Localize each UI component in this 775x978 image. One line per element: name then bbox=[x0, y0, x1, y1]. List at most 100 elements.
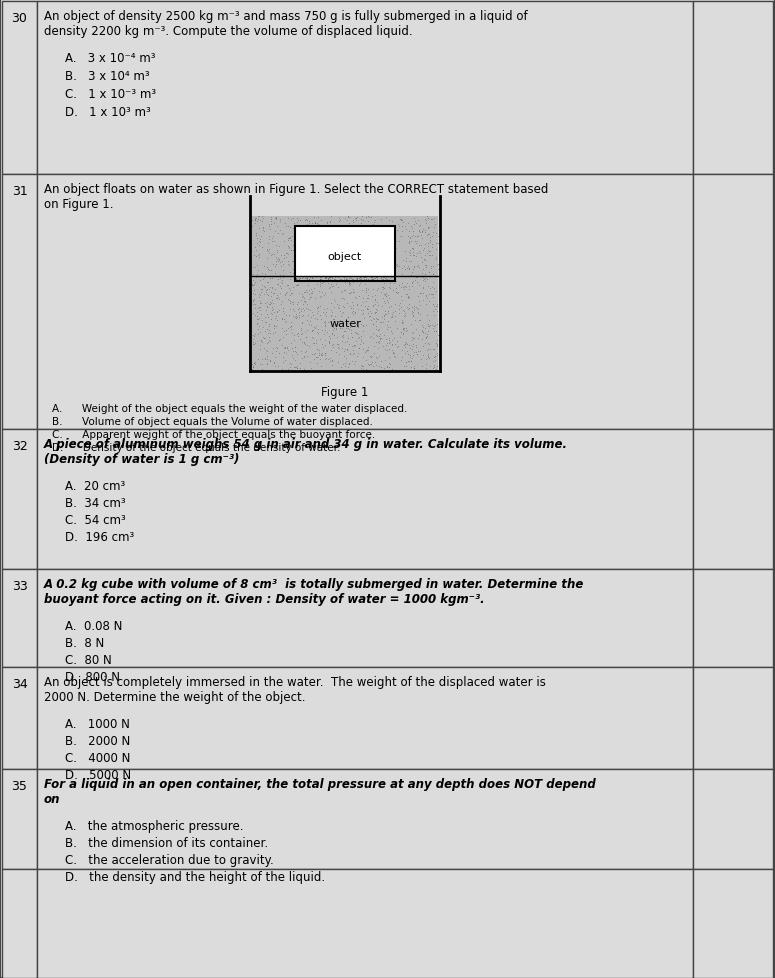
Point bbox=[306, 267, 319, 283]
Point bbox=[265, 247, 277, 263]
Point bbox=[250, 211, 262, 227]
Point bbox=[410, 322, 422, 337]
Point bbox=[281, 233, 294, 248]
Point bbox=[418, 252, 430, 268]
Point bbox=[358, 270, 370, 286]
Point bbox=[371, 323, 384, 338]
Point bbox=[379, 332, 391, 347]
Point bbox=[292, 232, 305, 247]
Point bbox=[291, 255, 304, 271]
Point bbox=[407, 245, 419, 261]
Point bbox=[409, 339, 422, 355]
Point bbox=[343, 336, 356, 352]
Point bbox=[405, 326, 418, 341]
Point bbox=[368, 259, 381, 275]
Point bbox=[359, 270, 371, 286]
Point bbox=[416, 266, 429, 282]
Point bbox=[361, 209, 374, 225]
Point bbox=[268, 326, 281, 341]
Point bbox=[344, 245, 357, 261]
Point bbox=[376, 310, 388, 326]
Point bbox=[388, 255, 401, 271]
Point bbox=[320, 308, 332, 324]
Point bbox=[397, 315, 409, 331]
Point bbox=[408, 242, 420, 257]
Point bbox=[267, 230, 280, 245]
Point bbox=[423, 341, 436, 357]
Point bbox=[342, 310, 354, 326]
Point bbox=[358, 272, 370, 288]
Point bbox=[294, 343, 307, 359]
Point bbox=[417, 243, 429, 258]
Point bbox=[308, 345, 321, 361]
Point bbox=[301, 239, 313, 254]
Point bbox=[331, 297, 343, 313]
Point bbox=[420, 296, 432, 312]
Point bbox=[251, 247, 264, 263]
Point bbox=[268, 216, 281, 232]
Point bbox=[380, 234, 392, 249]
Point bbox=[291, 361, 304, 377]
Point bbox=[288, 237, 301, 252]
Point bbox=[343, 209, 355, 225]
Point bbox=[381, 222, 394, 238]
Point bbox=[351, 328, 363, 343]
Point bbox=[270, 219, 283, 235]
Point bbox=[369, 271, 381, 287]
Point bbox=[377, 312, 390, 328]
Point bbox=[362, 299, 374, 315]
Point bbox=[374, 226, 387, 242]
Point bbox=[362, 288, 374, 303]
Point bbox=[342, 331, 354, 346]
Point bbox=[291, 260, 303, 276]
Point bbox=[287, 294, 299, 310]
Point bbox=[265, 271, 277, 287]
Point bbox=[299, 325, 312, 340]
Point bbox=[363, 309, 375, 325]
Point bbox=[246, 213, 258, 229]
Point bbox=[308, 351, 320, 367]
Point bbox=[408, 361, 420, 377]
Point bbox=[360, 272, 373, 288]
Point bbox=[412, 230, 424, 245]
Point bbox=[267, 304, 280, 320]
Point bbox=[284, 286, 297, 301]
Point bbox=[323, 334, 336, 350]
Point bbox=[256, 352, 268, 368]
Point bbox=[277, 344, 290, 360]
Point bbox=[326, 327, 338, 342]
Point bbox=[379, 303, 391, 319]
Point bbox=[351, 272, 363, 288]
Point bbox=[281, 231, 294, 246]
Point bbox=[291, 269, 304, 285]
Point bbox=[307, 335, 319, 351]
Bar bbox=[693, 569, 773, 667]
Point bbox=[367, 338, 380, 354]
Point bbox=[367, 216, 379, 232]
Point bbox=[339, 272, 352, 288]
Point bbox=[414, 287, 426, 302]
Point bbox=[386, 221, 398, 237]
Point bbox=[360, 343, 373, 359]
Point bbox=[323, 268, 336, 284]
Point bbox=[288, 224, 300, 240]
Point bbox=[337, 260, 350, 276]
Point bbox=[253, 234, 266, 249]
Point bbox=[295, 273, 308, 289]
Point bbox=[291, 211, 303, 227]
Point bbox=[344, 276, 357, 291]
Point bbox=[287, 265, 299, 281]
Text: An object is completely immersed in the water.  The weight of the displaced wate: An object is completely immersed in the … bbox=[44, 676, 546, 689]
Point bbox=[277, 247, 290, 263]
Point bbox=[394, 213, 407, 229]
Text: A.   the atmospheric pressure.: A. the atmospheric pressure. bbox=[65, 820, 243, 832]
Point bbox=[411, 245, 423, 261]
Point bbox=[408, 273, 421, 289]
Point bbox=[377, 270, 390, 286]
Point bbox=[369, 213, 381, 229]
Point bbox=[339, 341, 352, 357]
Point bbox=[284, 243, 297, 258]
Point bbox=[405, 230, 417, 245]
Point bbox=[290, 274, 302, 289]
Point bbox=[259, 351, 271, 367]
